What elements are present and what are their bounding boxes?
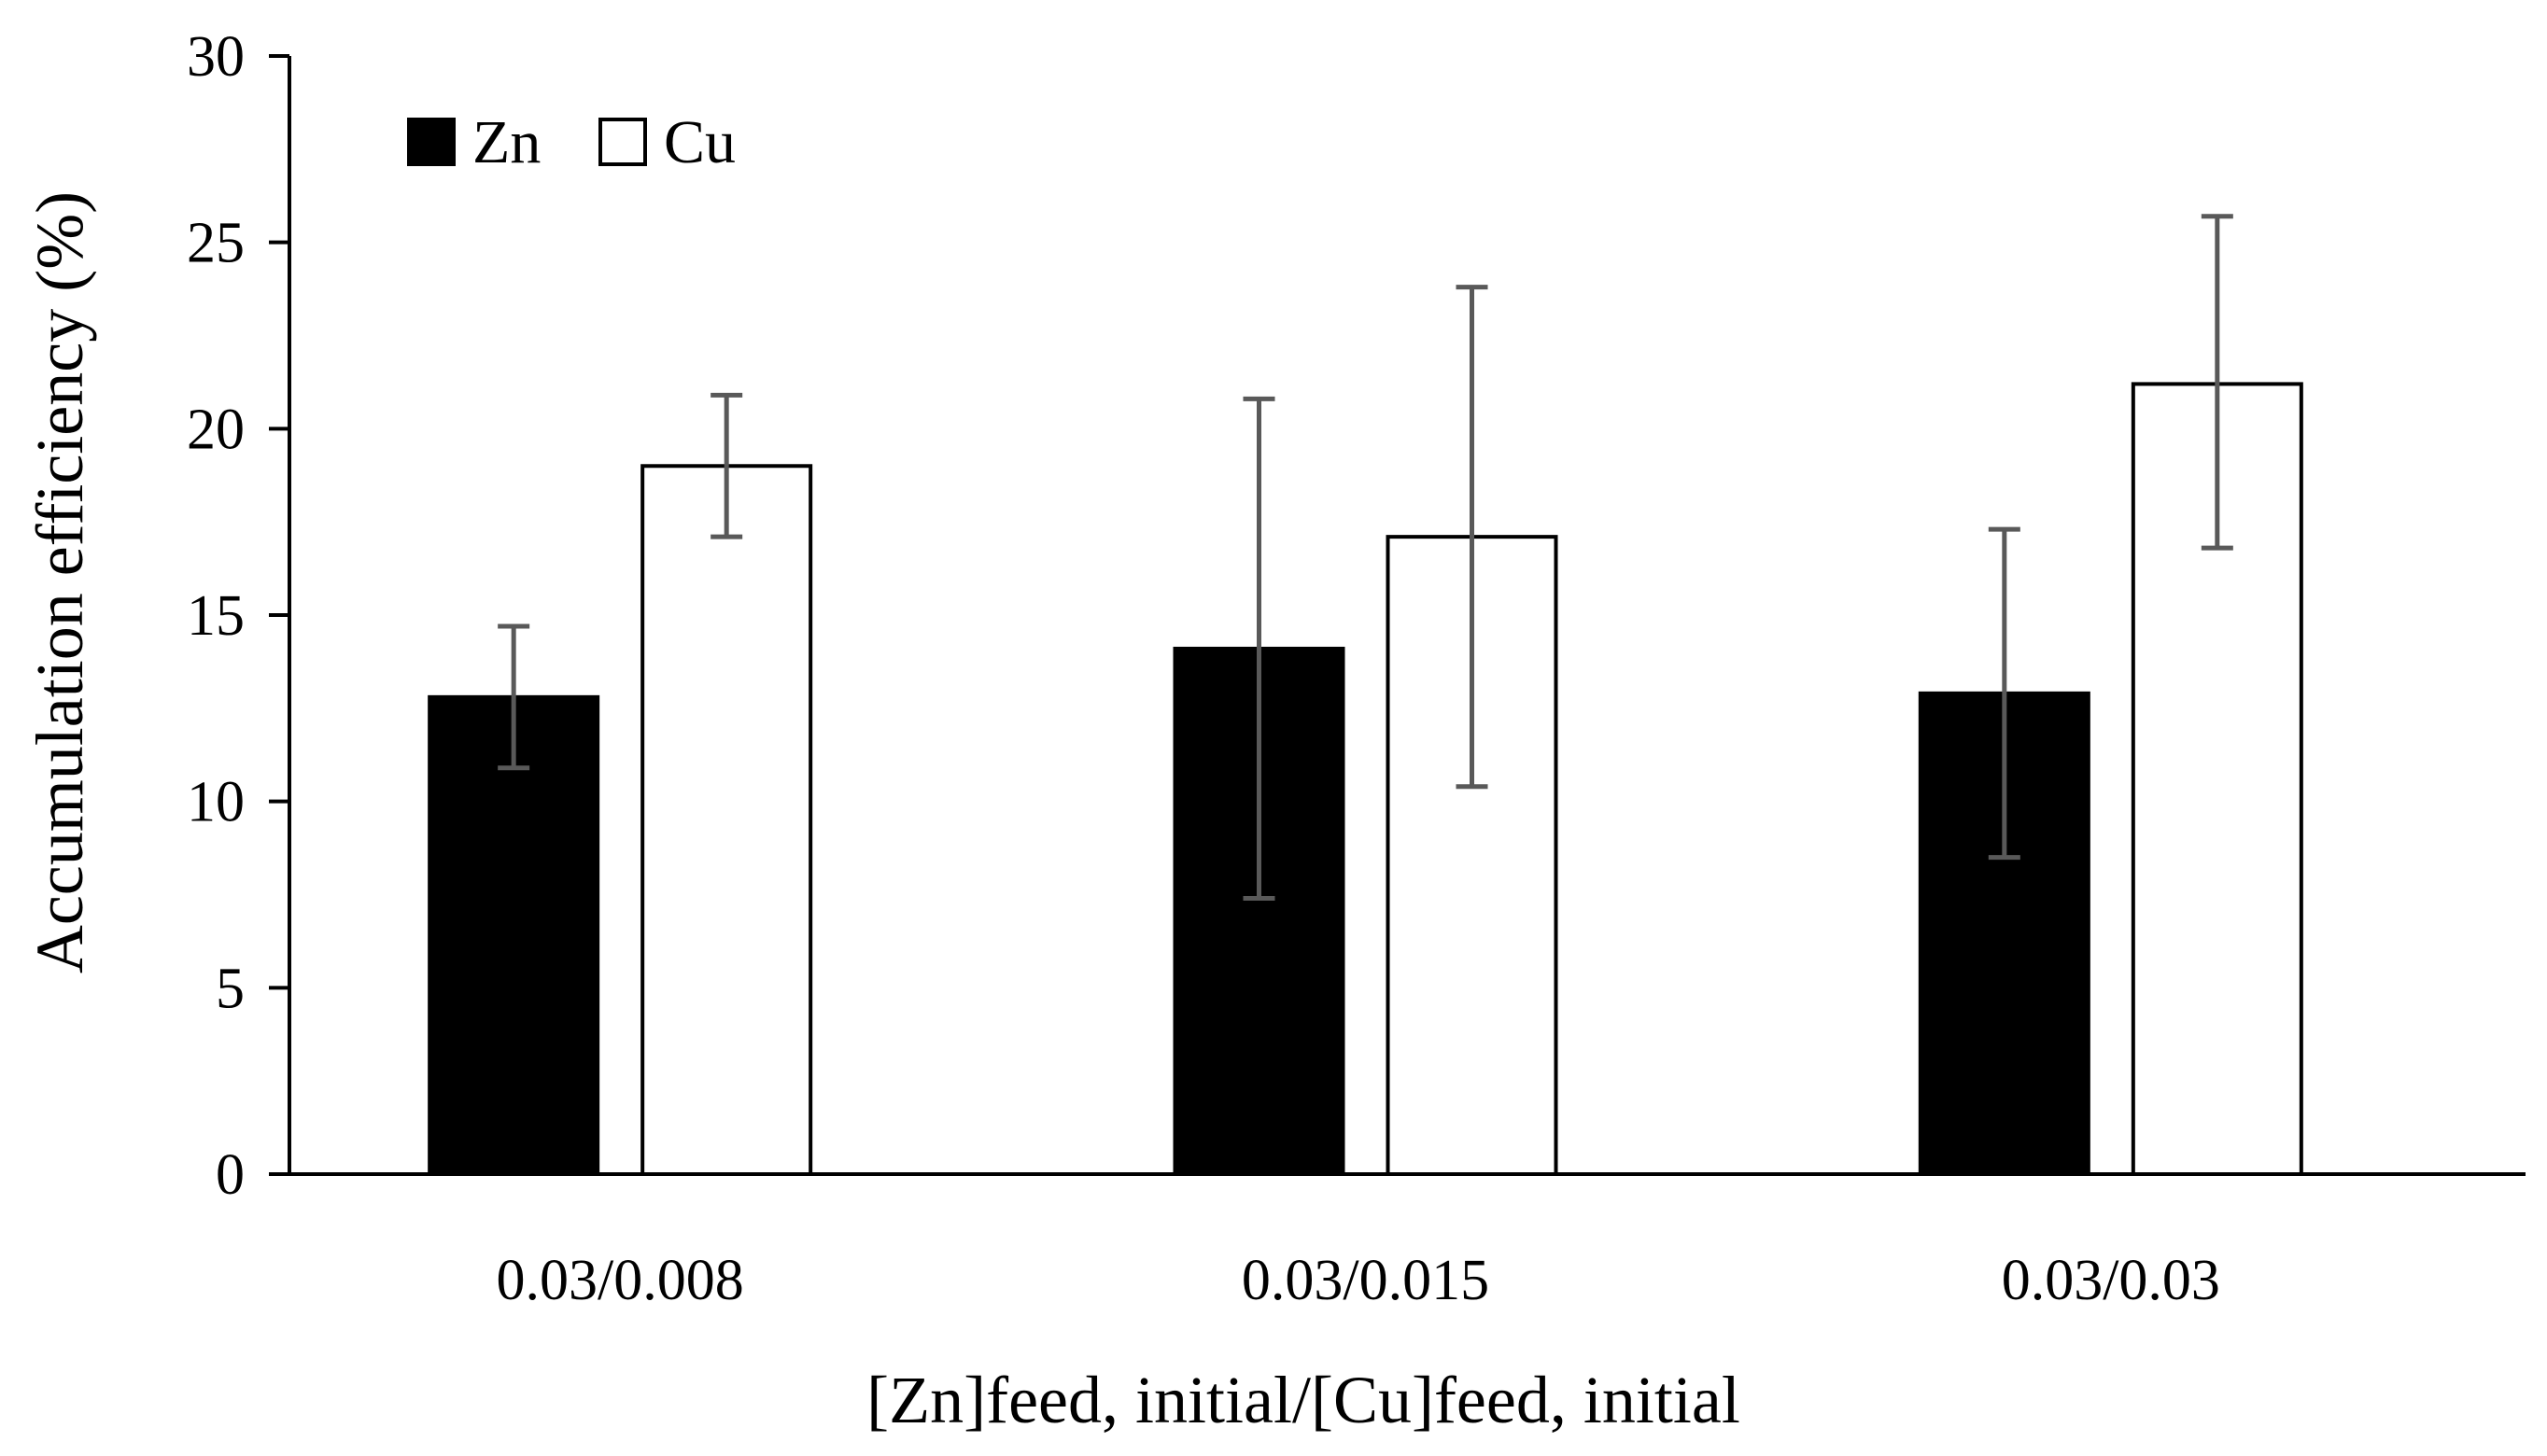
y-tick-label: 25 [187,212,245,275]
bar-cu [640,464,813,1176]
x-tick-label: 0.03/0.015 [1242,1249,1489,1312]
legend-label-zn: Zn [472,108,541,176]
x-tick-label: 0.03/0.03 [2002,1249,2220,1312]
y-tick-label: 10 [187,771,245,834]
legend-swatch-cu [598,118,647,166]
x-tick-label: 0.03/0.008 [497,1249,744,1312]
x-axis-title: [Zn]feed, initial/[Cu]feed, initial [866,1363,1740,1437]
y-tick-label: 15 [187,584,245,648]
legend-swatch-zn [407,118,456,166]
x-axis: 0.03/0.008 0.03/0.015 0.03/0.03 [289,1172,2526,1312]
error-bars [498,214,2233,901]
legend: Zn Cu [407,108,736,176]
legend-label-cu: Cu [664,108,736,176]
y-tick-label: 5 [216,957,245,1020]
y-tick-label: 30 [187,25,245,89]
y-tick-label: 20 [187,398,245,461]
y-axis: 0 5 10 15 20 25 30 [187,25,291,1207]
y-axis-title: Accumulation efficiency (%) [22,191,97,973]
y-tick-label: 0 [216,1143,245,1207]
bars [428,382,2303,1176]
bar-zn [428,694,600,1176]
bar-zn [1918,691,2090,1176]
